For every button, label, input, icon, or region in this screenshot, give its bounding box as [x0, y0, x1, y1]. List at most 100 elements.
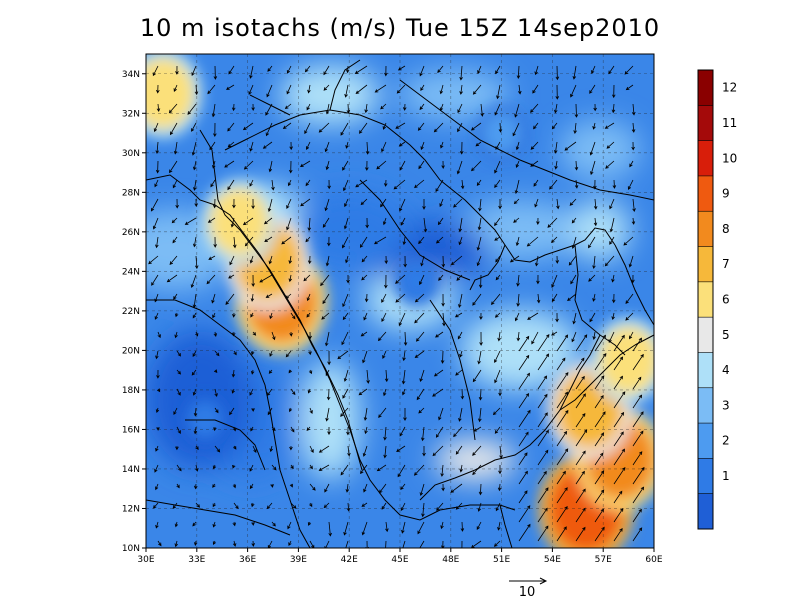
wind-vector	[299, 160, 311, 168]
lon-tick-label: 33E	[188, 555, 205, 565]
wind-vector	[259, 274, 273, 283]
wind-vector	[308, 331, 312, 340]
wind-vector	[327, 350, 331, 366]
wind-vector	[575, 393, 586, 409]
wind-vector	[325, 160, 330, 171]
wind-vector	[556, 487, 568, 504]
wind-vector	[537, 487, 549, 504]
wind-vector	[494, 179, 501, 188]
wind-vector	[608, 331, 615, 343]
wind-vector	[373, 236, 387, 245]
speed-band	[400, 70, 510, 120]
wind-vector	[530, 160, 539, 167]
lon-tick-label: 42E	[341, 555, 358, 565]
wind-vector	[420, 84, 425, 92]
wind-vector	[224, 160, 235, 168]
wind-vector	[154, 179, 159, 188]
wind-vector	[250, 369, 255, 375]
wind-vector	[289, 141, 293, 151]
wind-vector	[473, 426, 482, 432]
wind-vector	[363, 312, 368, 321]
wind-vector	[414, 312, 425, 324]
wind-vector	[243, 160, 254, 170]
wind-vector	[534, 198, 539, 208]
wind-vector	[306, 426, 311, 432]
wind-vector	[629, 160, 634, 168]
wind-vector	[378, 407, 387, 418]
lat-tick-label: 10N	[122, 544, 140, 554]
wind-vector	[433, 369, 444, 377]
colorbar-swatch	[698, 211, 713, 247]
wind-vector	[436, 236, 444, 244]
wind-vector	[493, 540, 501, 547]
wind-vector	[212, 502, 216, 508]
wind-vector	[592, 331, 596, 340]
wind-vector	[517, 84, 522, 95]
wind-vector	[382, 350, 387, 359]
wind-vector	[249, 255, 254, 264]
wind-vector	[604, 255, 615, 267]
wind-vector	[300, 198, 311, 207]
wind-vector	[318, 445, 330, 453]
wind-vector	[287, 521, 292, 530]
wind-vector	[459, 84, 463, 95]
wind-vector	[459, 464, 463, 473]
wind-vector	[575, 413, 586, 428]
wind-vector	[537, 375, 548, 390]
lat-tick-label: 26N	[122, 228, 140, 238]
wind-vector	[192, 388, 197, 396]
wind-vector	[287, 179, 292, 187]
wind-vector	[228, 274, 235, 279]
wind-vector	[613, 431, 624, 447]
wind-vector	[455, 369, 463, 376]
wind-vector	[212, 312, 216, 319]
wind-vector	[556, 506, 568, 523]
wind-vector	[423, 217, 428, 233]
lat-tick-label: 24N	[122, 267, 140, 277]
wind-vector	[323, 84, 330, 91]
wind-vector	[252, 331, 257, 336]
wind-vector	[471, 160, 482, 172]
wind-vector	[604, 122, 615, 129]
wind-vector	[269, 312, 273, 320]
wind-vector	[518, 452, 528, 466]
wind-vector	[374, 84, 387, 93]
wind-vector	[269, 445, 273, 453]
wind-vector	[472, 293, 482, 306]
wind-vector	[499, 445, 503, 459]
wind-vector	[440, 464, 444, 477]
wind-vector	[206, 274, 216, 285]
wind-vector	[169, 255, 178, 265]
lat-tick-label: 34N	[122, 70, 140, 80]
wind-vector	[400, 217, 406, 226]
wind-vector	[453, 426, 463, 438]
wind-vector	[251, 407, 255, 412]
wind-vector	[381, 293, 387, 303]
wind-vector	[422, 199, 426, 210]
wind-vector	[271, 426, 276, 432]
lon-tick-label: 54E	[544, 555, 561, 565]
wind-vector	[383, 388, 387, 397]
wind-vector	[231, 103, 236, 112]
wind-vector	[556, 357, 566, 371]
wind-vector	[155, 521, 159, 529]
wind-vector	[267, 540, 273, 548]
wind-vector	[455, 445, 463, 455]
wind-vector	[232, 236, 237, 249]
latitude-tick-labels: 10N 12N 14N 16N 18N 20N 22N 24N 26N 28N 30N 32N 34N	[122, 70, 146, 554]
wind-vector	[232, 198, 236, 209]
wind-vector	[212, 160, 216, 169]
wind-vector	[477, 350, 482, 365]
wind-vector	[362, 350, 368, 364]
wind-vector	[551, 331, 558, 336]
wind-vector	[420, 141, 425, 151]
wind-vector	[341, 331, 349, 346]
wind-vector	[213, 122, 217, 138]
wind-vector	[345, 141, 349, 149]
wind-vector	[250, 426, 254, 432]
wind-vector	[342, 236, 349, 249]
wind-vector	[516, 331, 521, 342]
wind-vector	[631, 122, 636, 133]
wind-vector	[460, 540, 464, 548]
wind-vector	[267, 407, 273, 416]
